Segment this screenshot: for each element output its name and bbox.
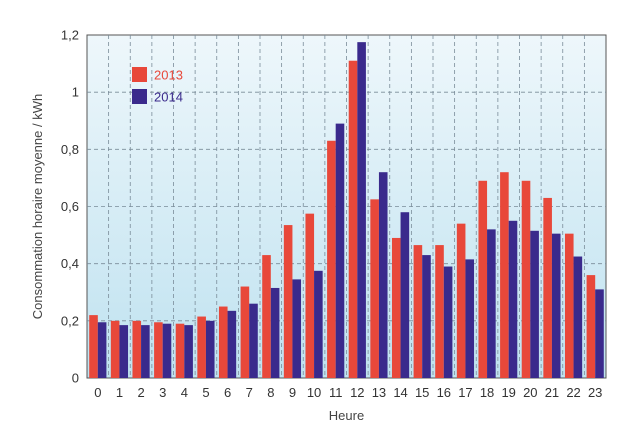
x-tick-label: 6 [224, 385, 231, 400]
bar-2013 [132, 320, 142, 378]
x-tick-label: 5 [202, 385, 209, 400]
bar-2014 [249, 303, 258, 378]
x-tick-label: 23 [588, 385, 602, 400]
legend-swatch-2014 [132, 89, 147, 104]
x-tick-label: 10 [307, 385, 321, 400]
x-tick-label: 22 [566, 385, 580, 400]
bar-2014 [378, 172, 388, 378]
bar-2013 [327, 140, 336, 378]
bar-2013 [240, 286, 250, 378]
bars [89, 42, 604, 378]
bar-2013 [175, 323, 185, 378]
y-tick-label: 1,2 [61, 28, 79, 43]
y-tick-label: 0,8 [61, 142, 79, 157]
bar-2014 [400, 212, 410, 378]
x-tick-label: 13 [372, 385, 386, 400]
bar-2014 [227, 310, 237, 378]
bar-2013 [521, 180, 531, 378]
bar-2014 [119, 325, 129, 378]
bar-2014 [357, 42, 366, 378]
bar-2013 [89, 315, 98, 378]
bar-2014 [443, 266, 453, 378]
x-tick-label: 18 [480, 385, 494, 400]
bar-2013 [456, 223, 466, 378]
bar-2013 [500, 172, 509, 378]
bar-2014 [335, 123, 345, 378]
bar-2014 [595, 289, 604, 378]
y-axis-title: Consommation horaire moyenne / kWh [30, 94, 45, 319]
bar-2013 [413, 245, 423, 378]
bar-2013 [348, 60, 358, 378]
bar-2014 [162, 323, 172, 378]
x-tick-label: 21 [545, 385, 559, 400]
bar-2014 [184, 325, 193, 378]
x-tick-label: 16 [437, 385, 451, 400]
x-tick-label: 17 [458, 385, 472, 400]
y-tick-label: 1 [72, 85, 79, 100]
bar-2014 [487, 229, 496, 378]
y-tick-label: 0,2 [61, 313, 79, 328]
bar-2014 [530, 230, 539, 378]
legend-swatch-2013 [132, 67, 147, 82]
grid [87, 35, 606, 378]
x-tick-label: 12 [350, 385, 364, 400]
x-tick-label: 14 [393, 385, 407, 400]
y-tick-label: 0 [72, 371, 79, 386]
bar-2013 [391, 237, 401, 378]
x-tick-label: 9 [289, 385, 296, 400]
x-tick-label: 2 [137, 385, 144, 400]
legend-label-2014: 2014 [154, 90, 183, 105]
x-tick-label: 20 [523, 385, 537, 400]
x-tick-label: 7 [246, 385, 253, 400]
x-tick-label: 1 [116, 385, 123, 400]
y-tick-label: 0,4 [61, 256, 79, 271]
bar-2013 [543, 197, 552, 378]
bar-2014 [508, 220, 518, 378]
legend-label-2013: 2013 [154, 68, 183, 83]
bar-2013 [218, 306, 228, 378]
y-tick-label: 0,6 [61, 199, 79, 214]
bar-2013 [197, 316, 206, 378]
bar-2013 [305, 213, 315, 378]
bar-2013 [154, 322, 163, 378]
bar-2014 [141, 325, 150, 378]
x-tick-label: 19 [501, 385, 515, 400]
bar-2014 [314, 270, 323, 378]
bar-2013 [564, 233, 574, 378]
bar-2013 [370, 199, 379, 378]
bar-2013 [262, 255, 271, 378]
bar-2013 [110, 320, 120, 378]
bar-2014 [292, 279, 302, 378]
bar-2014 [465, 259, 475, 378]
bar-2014 [573, 256, 583, 378]
bar-2013 [478, 180, 488, 378]
x-tick-label: 0 [94, 385, 101, 400]
bar-2014 [205, 320, 215, 378]
x-tick-label: 15 [415, 385, 429, 400]
bar-2014 [97, 322, 107, 378]
x-axis-title: Heure [329, 408, 364, 423]
x-tick-label: 11 [329, 385, 343, 400]
x-tick-label: 4 [181, 385, 188, 400]
legend: 2013 2014 [132, 67, 183, 105]
bar-2014 [270, 287, 280, 378]
x-tick-label: 3 [159, 385, 166, 400]
bar-2014 [551, 233, 561, 378]
bar-2013 [586, 275, 596, 378]
bar-2013 [283, 225, 293, 378]
bar-2013 [435, 245, 444, 378]
bar-2014 [422, 255, 431, 378]
x-tick-label: 8 [267, 385, 274, 400]
axes: 00,20,40,60,811,20 1 2 3 4 5 6 7 8 9 10 11 12 13 14 15 1… [61, 28, 603, 401]
